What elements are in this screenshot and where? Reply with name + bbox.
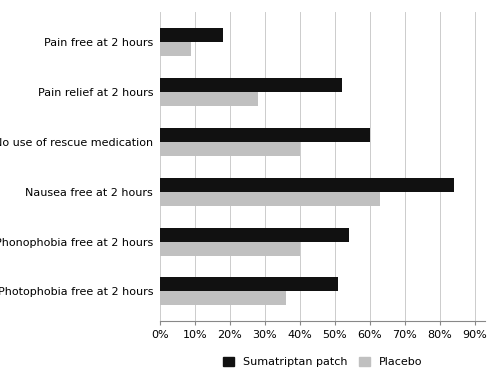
Bar [160,28,223,42]
Bar [160,42,192,56]
Bar [160,128,370,142]
Bar [160,278,338,292]
Bar [160,192,380,205]
Bar [160,241,300,256]
Bar [160,292,286,305]
Bar [160,142,300,156]
Bar [160,178,454,192]
Bar [160,78,342,92]
Bar [160,227,348,241]
Legend: Sumatriptan patch, Placebo: Sumatriptan patch, Placebo [218,353,426,372]
Bar [160,92,258,106]
